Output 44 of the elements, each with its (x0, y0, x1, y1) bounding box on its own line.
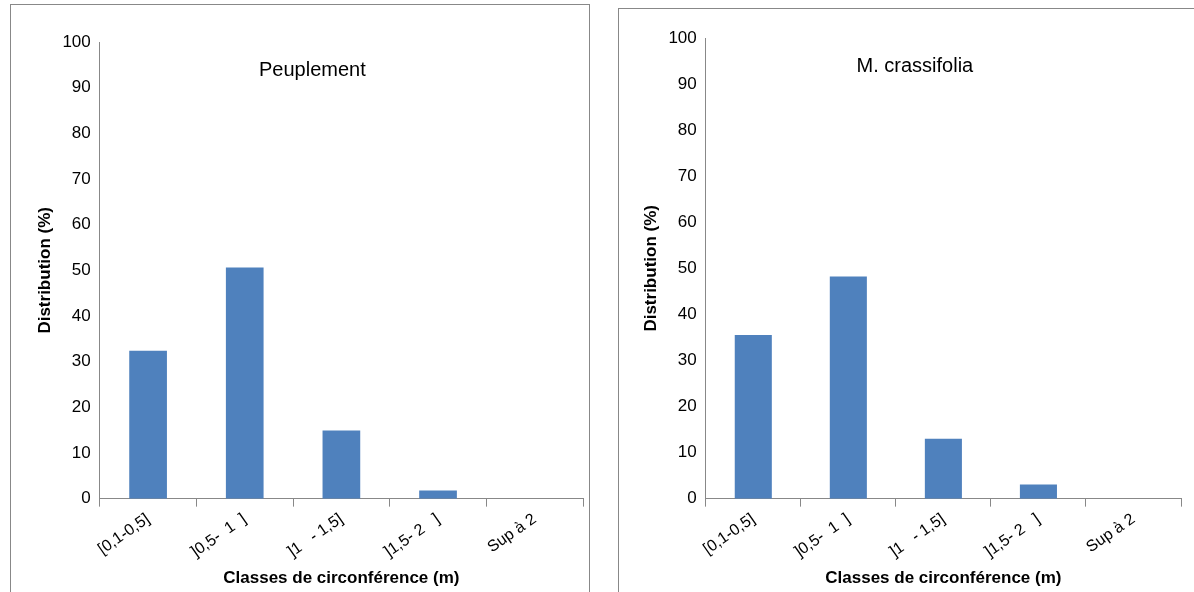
y-tick-label: 40 (71, 305, 91, 325)
y-tick-label: 20 (71, 397, 91, 417)
x-tick-label: Sup à 2 (1082, 509, 1138, 556)
bar (322, 430, 361, 499)
y-tick-label: 0 (81, 488, 91, 508)
x-tick-label: Sup à 2 (484, 509, 540, 556)
x-tick-label: ]0,5- 1 ] (187, 509, 249, 560)
x-tick-label: ]1,5- 2 ] (981, 509, 1043, 560)
bar (1019, 484, 1057, 499)
y-tick-label: 100 (62, 31, 91, 51)
bar (419, 490, 457, 499)
y-tick-label: 70 (71, 168, 91, 188)
y-tick-label: 0 (687, 488, 697, 508)
x-tick-label: ]1 - 1,5] (284, 509, 346, 560)
y-tick-label: 60 (71, 214, 91, 234)
y-tick-label: 50 (677, 258, 697, 278)
text: M. crassifolia (856, 53, 975, 76)
bar (225, 267, 264, 499)
y-tick-label: 70 (677, 165, 697, 185)
bar (129, 350, 167, 499)
x-tick-label: ]1,5- 2 ] (380, 509, 443, 560)
x-tick-label: ]1 - 1,5] (886, 509, 948, 560)
y-tick-label: 80 (677, 119, 697, 139)
y-tick-label: 10 (677, 442, 697, 462)
x-axis-title: Classes de circonférence (m) (825, 568, 1062, 588)
y-tick-label: 50 (71, 260, 91, 280)
y-tick-label: 90 (71, 77, 91, 97)
bar (734, 335, 772, 499)
y-axis-title: Distribution (%) (640, 205, 660, 332)
y-tick-label: 20 (677, 396, 697, 416)
y-tick-label: 90 (677, 73, 697, 93)
x-axis-title: Classes de circonférence (m) (223, 568, 460, 588)
x-tick-label: ]0,5- 1 ] (791, 509, 853, 560)
bar (924, 438, 962, 499)
y-axis-title: Distribution (%) (34, 207, 54, 334)
y-tick-label: 30 (71, 351, 91, 371)
bar (829, 276, 867, 499)
text: Peuplement (259, 57, 367, 80)
y-tick-label: 40 (677, 304, 697, 324)
y-tick-label: 60 (677, 211, 697, 231)
y-tick-label: 10 (71, 442, 91, 462)
y-tick-label: 80 (71, 123, 91, 143)
y-tick-label: 30 (677, 350, 697, 370)
y-tick-label: 100 (668, 27, 697, 47)
